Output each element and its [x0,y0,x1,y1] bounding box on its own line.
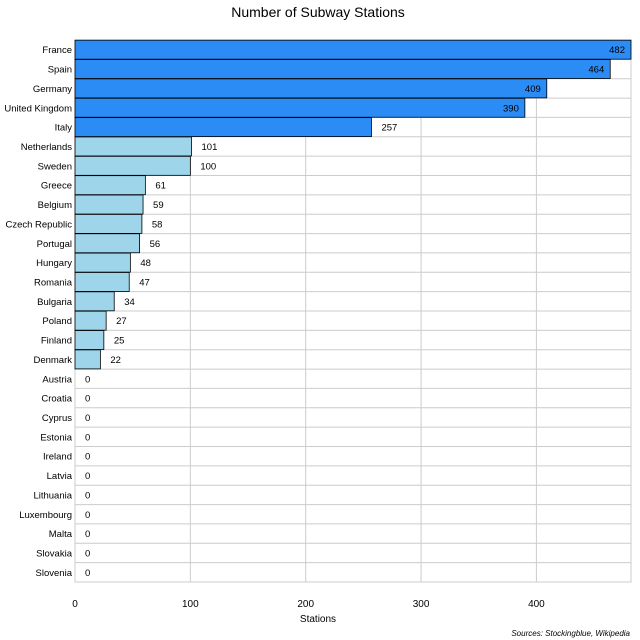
category-label: Slovenia [36,568,73,579]
category-label: Slovakia [36,548,73,559]
bar-sweden [74,155,191,176]
value-label: 48 [140,258,151,269]
value-label: 34 [124,297,135,308]
category-label: Estonia [40,432,72,443]
bar-hungary [74,252,131,273]
bar-bulgaria [74,291,115,312]
value-label: 0 [85,394,90,405]
value-label: 59 [153,200,164,211]
category-label: Germany [33,84,72,95]
category-label: United Kingdom [4,103,72,114]
value-label: 0 [85,568,90,579]
category-label: Spain [48,65,72,76]
value-label: 0 [85,452,90,463]
category-label: Italy [55,123,73,134]
x-tick-label: 100 [182,599,199,610]
bar-belgium [74,194,144,215]
bar-france [74,39,632,60]
value-labels: 482 464 409 390 257 101 100 61 59 58 56 48 47 34 27 25 2… [85,45,625,579]
bar-greece [74,175,146,196]
category-label: Cyprus [42,413,72,424]
value-label: 464 [588,65,604,76]
value-label: 101 [202,142,218,153]
bar-romania [74,272,130,292]
value-label: 482 [609,45,625,56]
source-note: Sources: Stockingblue, Wikipedia [511,629,630,638]
category-label: Bulgaria [37,297,73,308]
x-tick-label: 0 [72,599,78,610]
value-label: 22 [110,355,121,366]
category-label: Netherlands [21,142,72,153]
category-label: Luxembourg [19,510,72,521]
bar-finland [74,330,105,350]
category-label: France [42,45,72,56]
value-label: 0 [85,471,90,482]
value-label: 25 [114,336,125,347]
value-label: 61 [155,181,166,192]
bar-united-kingdom [74,97,526,118]
x-tick-label: 400 [528,599,545,610]
category-label: Denmark [33,355,72,366]
value-label: 0 [85,490,90,501]
category-label: Hungary [36,258,72,269]
value-label: 58 [152,219,163,230]
bar-denmark [74,349,101,370]
value-label: 0 [85,374,90,385]
x-tick-label: 200 [297,599,314,610]
value-label: 100 [200,161,216,172]
value-label: 0 [85,432,90,443]
category-label: Croatia [41,394,72,405]
bar-portugal [74,233,140,254]
value-label: 0 [85,529,90,540]
category-label: Czech Republic [5,219,72,230]
x-axis-label: Stations [300,614,336,625]
value-label: 56 [150,239,161,250]
value-label: 257 [381,123,397,134]
category-label: Finland [41,336,72,347]
category-label: Ireland [43,452,72,463]
category-label: Latvia [47,471,73,482]
x-axis-ticks: 0 100 200 300 400 [72,599,545,610]
x-tick-label: 300 [413,599,430,610]
category-label: Poland [42,316,72,327]
category-label: Portugal [37,239,72,250]
value-label: 47 [139,277,150,288]
category-labels: France Spain Germany United Kingdom Italy Net… [4,45,72,579]
chart-title: Number of Subway Stations [231,4,405,20]
bar-netherlands [74,136,192,157]
bars [74,39,632,370]
value-label: 0 [85,413,90,424]
bar-czech-republic [74,213,143,234]
bar-germany [74,78,548,99]
value-label: 0 [85,548,90,559]
value-label: 390 [503,103,519,114]
category-label: Greece [41,181,72,192]
category-label: Malta [49,529,73,540]
category-label: Belgium [38,200,72,211]
bar-poland [74,310,107,331]
value-label: 0 [85,510,90,521]
bar-spain [74,59,611,79]
category-label: Sweden [38,161,72,172]
category-label: Romania [34,277,73,288]
value-label: 409 [525,84,541,95]
category-label: Lithuania [33,490,72,501]
value-label: 27 [116,316,127,327]
bar-italy [74,117,372,138]
category-label: Austria [42,374,72,385]
